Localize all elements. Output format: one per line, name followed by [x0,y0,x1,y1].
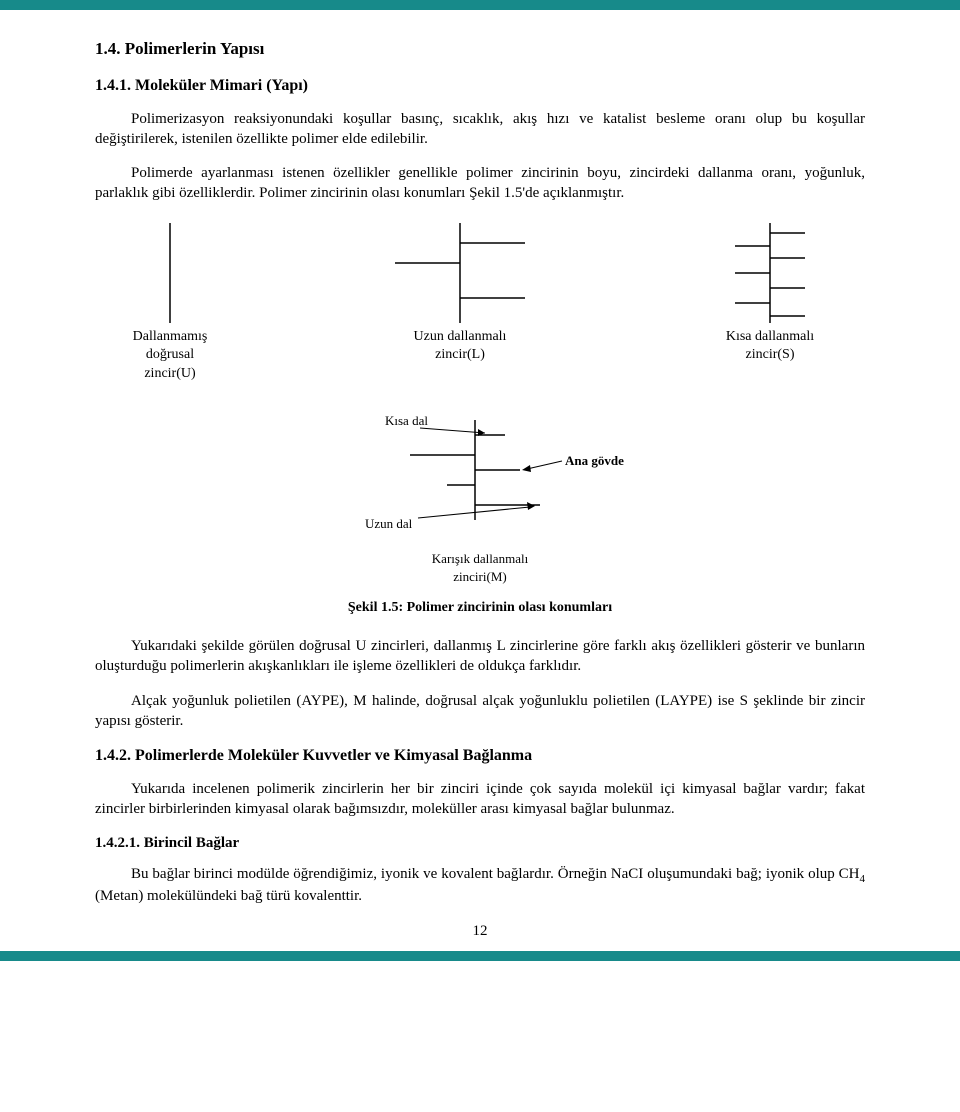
long-branch-chain-svg [385,218,535,328]
bottom-bar-decoration [0,951,960,961]
diagram-short-branch: Kısa dallanmalı zincir(S) [710,218,830,366]
heading-1-4-2: 1.4.2. Polimerlerde Moleküler Kuvvetler … [95,745,865,767]
diagram-unbranched: Dallanmamış doğrusal zincir(U) [130,218,210,385]
label-mixed-2: zinciri(M) [453,568,506,586]
label-unbranched-3: zincir(U) [144,365,195,384]
figure-1-5: Dallanmamış doğrusal zincir(U) Uzun dall… [130,218,830,586]
page-content: 1.4. Polimerlerin Yapısı 1.4.1. Moleküle… [0,10,960,951]
label-short-2: zincir(S) [746,346,795,365]
anno-ana-govde: Ana gövde [565,453,624,468]
paragraph-6-a: Bu bağlar birinci modülde öğrendiğimiz, … [131,866,860,882]
anno-kisa-dal: Kısa dal [385,413,428,428]
label-long-2: zincir(L) [435,346,485,365]
label-mixed-1: Karışık dallanmalı [432,550,528,568]
label-unbranched-1: Dallanmamış [133,328,208,347]
paragraph-1: Polimerizasyon reaksiyonundaki koşullar … [95,109,865,150]
figure-1-5-caption: Şekil 1.5: Polimer zincirinin olası konu… [95,599,865,618]
paragraph-2: Polimerde ayarlanması istenen özellikler… [95,163,865,204]
unbranched-chain-svg [130,218,210,328]
label-short-1: Kısa dallanmalı [726,328,814,347]
anno-uzun-dal: Uzun dal [365,516,413,531]
paragraph-5: Yukarıda incelenen polimerik zincirlerin… [95,779,865,820]
paragraph-3: Yukarıdaki şekilde görülen doğrusal U zi… [95,636,865,677]
diagram-long-branch: Uzun dallanmalı zincir(L) [385,218,535,366]
paragraph-6: Bu bağlar birinci modülde öğrendiğimiz, … [95,864,865,907]
top-bar-decoration [0,0,960,10]
diagram-mixed-branch: Kısa dal Ana gövde Uzun dal Karışık dall… [130,410,830,585]
heading-1-4: 1.4. Polimerlerin Yapısı [95,38,865,61]
heading-1-4-2-1: 1.4.2.1. Birincil Bağlar [95,833,865,853]
short-branch-chain-svg [710,218,830,328]
paragraph-6-sub: 4 [860,873,866,885]
heading-1-4-1: 1.4.1. Moleküler Mimari (Yapı) [95,75,865,97]
paragraph-4: Alçak yoğunluk polietilen (AYPE), M hali… [95,691,865,732]
page-number: 12 [95,921,865,941]
mixed-branch-chain-svg: Kısa dal Ana gövde Uzun dal [290,410,670,550]
figure-row-1: Dallanmamış doğrusal zincir(U) Uzun dall… [130,218,830,385]
paragraph-6-b: (Metan) molekülündeki bağ türü kovalentt… [95,888,362,904]
label-unbranched-2: doğrusal [146,346,194,365]
label-long-1: Uzun dallanmalı [414,328,507,347]
